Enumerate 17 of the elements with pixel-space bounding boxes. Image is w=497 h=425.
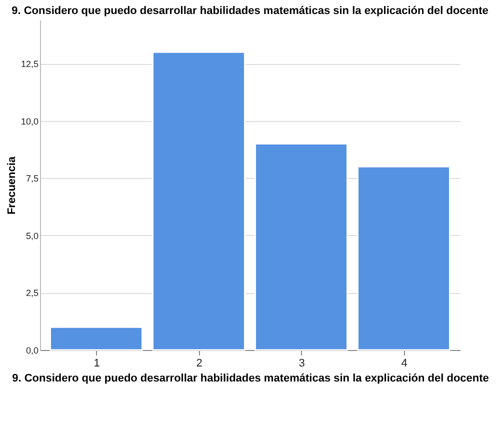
y-tick-label: 12,5 [20,59,38,70]
y-tick-label: 7,5 [26,174,38,184]
y-tick-label: 0,0 [26,346,38,356]
x-axis-title: 9. Considero que puedo desarrollar habilidades matemáticas sin la explicación del docente [12,372,489,384]
y-tick-label: 2,5 [26,288,38,298]
y-tick-label: 10,0 [20,116,38,126]
chart-title: 9. Considero que puedo desarrollar habilidades matemáticas sin la explicación del docente [12,5,488,17]
x-tick-label: 4 [401,358,408,370]
y-axis-title: Frecuencia [6,156,18,215]
bar [254,143,348,351]
x-tick-label: 1 [94,358,100,370]
y-tick-label: 5,0 [26,230,38,241]
bar [357,166,450,351]
bar [152,51,246,351]
x-tick-label: 2 [196,358,202,370]
x-tick-label: 3 [298,358,305,370]
bar [50,326,143,351]
